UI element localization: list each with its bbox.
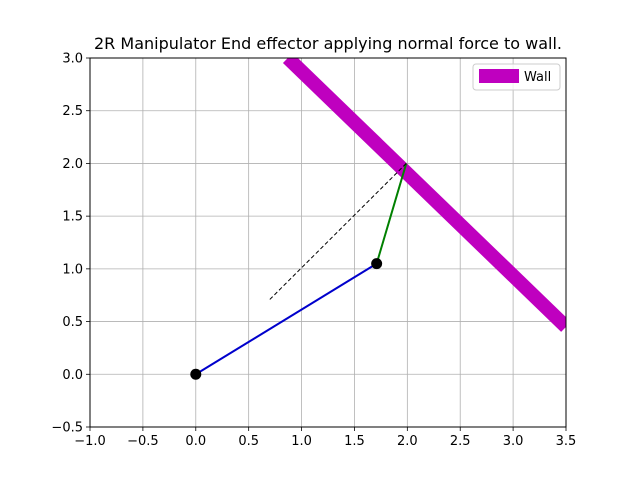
plot-series — [190, 58, 566, 380]
chart-title: 2R Manipulator End effector applying nor… — [94, 34, 562, 53]
x-tick-label: 2.0 — [397, 434, 418, 449]
y-tick-label: 1.0 — [62, 262, 83, 277]
legend: Wall — [472, 63, 561, 91]
y-tick-label: 0.0 — [62, 368, 83, 383]
link-2-line — [375, 163, 408, 264]
link-1-line — [195, 262, 378, 376]
joint-marker — [190, 368, 202, 380]
x-tick-label: 3.0 — [503, 434, 524, 449]
plot-frame — [89, 57, 567, 428]
x-tick-label: 3.5 — [556, 434, 577, 449]
x-tick-label: 0.5 — [238, 434, 259, 449]
x-tick-label: 1.0 — [291, 434, 312, 449]
y-tick-label: 0.5 — [62, 315, 83, 330]
legend-label-wall: Wall — [524, 70, 551, 85]
y-tick-label: 1.5 — [62, 210, 83, 225]
x-tick-label: 2.5 — [450, 434, 471, 449]
y-tick-label: 2.0 — [62, 157, 83, 172]
y-tick-label: −0.5 — [51, 421, 83, 436]
y-tick-label: 2.5 — [62, 104, 83, 119]
joint-marker — [371, 258, 383, 270]
y-tick-label: 3.0 — [62, 52, 83, 67]
wall-line — [282, 58, 566, 332]
x-tick-label: 1.5 — [344, 434, 365, 449]
x-axis: −1.0 −0.5 0.0 0.5 1.0 1.5 2.0 2.5 3.0 3.5 — [74, 427, 576, 449]
y-axis: −0.5 0.0 0.5 1.0 1.5 2.0 2.5 3.0 — [51, 52, 90, 436]
x-tick-label: 0.0 — [185, 434, 206, 449]
x-tick-label: −0.5 — [127, 434, 159, 449]
x-tick-label: −1.0 — [74, 434, 106, 449]
